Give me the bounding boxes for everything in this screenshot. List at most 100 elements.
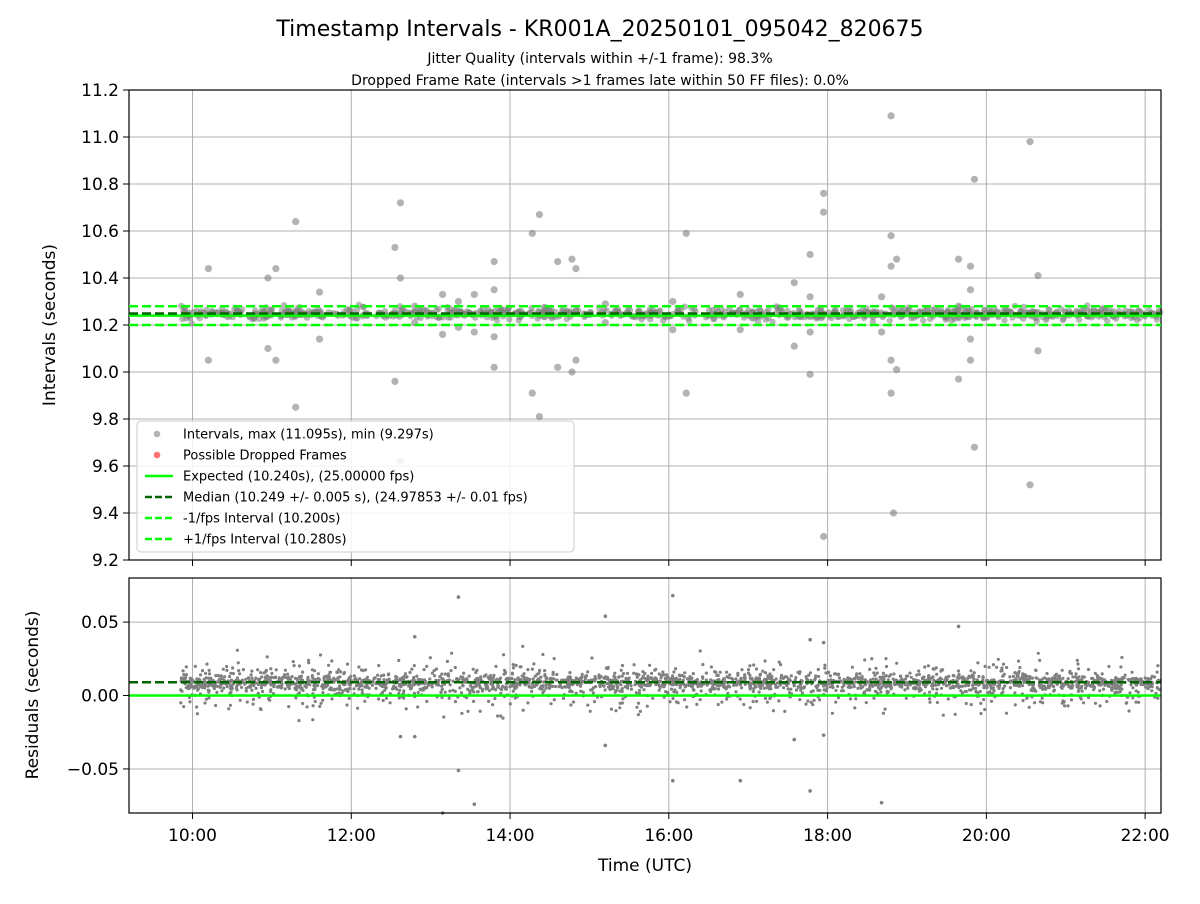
interval-point [1145, 307, 1153, 314]
interval-point [438, 290, 447, 299]
interval-point [572, 265, 580, 273]
residual-point [282, 673, 287, 677]
residual-point [608, 687, 612, 692]
residual-point [472, 699, 476, 704]
residual-point [1141, 683, 1146, 687]
residual-point [681, 689, 685, 693]
residual-point [823, 663, 827, 667]
residual-point [235, 648, 239, 652]
residual-point [484, 673, 488, 677]
residual-point [245, 700, 249, 704]
residual-point [597, 673, 601, 677]
residual-point [196, 683, 200, 687]
residual-point [316, 684, 320, 688]
residual-point [717, 684, 722, 688]
residual-point [323, 675, 327, 679]
residual-point [1087, 683, 1091, 687]
residual-point [743, 673, 747, 678]
residual-point [914, 686, 918, 690]
residual-point [674, 676, 679, 680]
residual-point [722, 682, 726, 686]
residual-point [603, 688, 607, 692]
residual-point [397, 696, 401, 700]
residual-point [1134, 689, 1138, 693]
residual-point [974, 690, 978, 694]
residual-point [645, 679, 649, 683]
residual-point [451, 679, 455, 683]
residual-point [828, 681, 832, 685]
residual-point [922, 683, 926, 687]
residual-point [503, 687, 508, 691]
interval-point [535, 210, 544, 219]
residual-point [458, 686, 462, 690]
residual-point [796, 685, 800, 689]
residual-point [903, 677, 908, 681]
residual-point [345, 703, 349, 707]
residual-point [286, 672, 290, 676]
residual-point [746, 671, 751, 675]
residual-point [220, 689, 224, 693]
residual-point [635, 675, 639, 679]
residual-point [639, 685, 644, 689]
residual-point [666, 690, 670, 694]
residual-point [672, 678, 676, 682]
residuals-y-ticks: −0.05 0.00 0.05 [67, 613, 129, 780]
residual-point [386, 673, 390, 677]
residual-point [917, 689, 922, 693]
residual-point [238, 698, 242, 702]
residual-point [931, 687, 935, 691]
residual-point [734, 690, 738, 694]
residual-point [687, 678, 691, 682]
residual-point [853, 676, 857, 681]
interval-point [966, 356, 975, 364]
residual-point [872, 696, 876, 700]
residual-point [1008, 679, 1013, 683]
residual-point [228, 703, 232, 707]
residual-point [358, 677, 362, 681]
residual-point [412, 734, 417, 739]
residual-point [254, 686, 258, 691]
residual-point [805, 677, 809, 681]
residual-point [862, 690, 867, 694]
residual-point [203, 701, 207, 705]
residual-point [711, 685, 715, 689]
residual-point [1025, 674, 1029, 678]
residual-point [291, 660, 295, 664]
residual-point [1156, 696, 1160, 700]
residual-point [623, 685, 627, 689]
interval-point [204, 265, 212, 273]
interval-point [962, 307, 969, 314]
residual-point [213, 683, 217, 687]
interval-point [554, 257, 562, 266]
residual-point [718, 670, 722, 674]
residual-point [930, 684, 934, 688]
residual-point [928, 678, 932, 682]
residual-point [1146, 682, 1150, 687]
residual-point [339, 670, 343, 674]
residual-point [617, 675, 621, 679]
residual-point [1137, 700, 1141, 704]
residual-point [722, 685, 726, 689]
interval-point [877, 328, 886, 336]
residual-point [1081, 701, 1086, 705]
interval-point [970, 175, 979, 183]
residual-point [961, 684, 965, 688]
residual-point [1120, 687, 1124, 691]
residual-point [627, 676, 631, 680]
residual-point [736, 671, 740, 675]
interval-point [1001, 317, 1008, 324]
residual-point [542, 680, 546, 684]
residual-point [450, 651, 454, 655]
residual-point [303, 684, 307, 688]
residual-point [265, 674, 269, 678]
residual-point [440, 687, 444, 691]
residual-point [194, 685, 198, 689]
interval-point [927, 315, 934, 322]
residual-point [196, 688, 200, 692]
residual-point [892, 672, 896, 676]
interval-point [705, 307, 713, 314]
residual-point [1119, 665, 1123, 669]
residual-point [293, 686, 297, 690]
residual-point [713, 670, 717, 674]
residual-point [956, 624, 961, 629]
